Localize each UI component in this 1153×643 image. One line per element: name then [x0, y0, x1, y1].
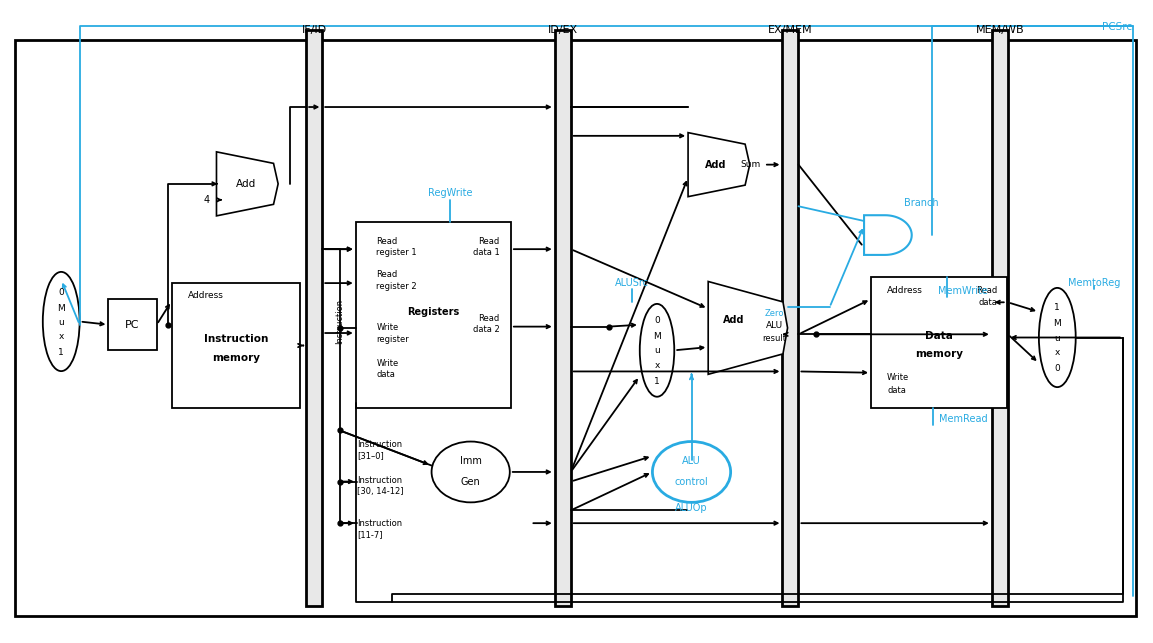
- Text: u: u: [654, 347, 660, 356]
- Text: Read: Read: [977, 286, 997, 295]
- FancyBboxPatch shape: [871, 276, 1007, 408]
- FancyBboxPatch shape: [108, 299, 157, 350]
- Text: ID/EX: ID/EX: [548, 25, 578, 35]
- Ellipse shape: [43, 272, 80, 371]
- Text: Address: Address: [188, 291, 224, 300]
- Text: register 2: register 2: [376, 282, 417, 291]
- Text: [31–0]: [31–0]: [356, 451, 384, 460]
- Text: data: data: [979, 298, 997, 307]
- Text: ALUOp: ALUOp: [676, 503, 708, 514]
- Text: memory: memory: [212, 353, 261, 363]
- Text: ALUSrc: ALUSrc: [615, 278, 649, 288]
- FancyBboxPatch shape: [992, 30, 1008, 606]
- Ellipse shape: [640, 304, 675, 397]
- Text: u: u: [59, 318, 65, 327]
- Ellipse shape: [1039, 288, 1076, 387]
- Text: Read: Read: [376, 237, 398, 246]
- Text: Instruction: Instruction: [356, 519, 402, 528]
- Text: 4: 4: [203, 195, 209, 205]
- Text: register: register: [376, 335, 409, 344]
- Text: [11-7]: [11-7]: [356, 530, 383, 539]
- Text: data 2: data 2: [473, 325, 499, 334]
- Text: x: x: [1055, 349, 1060, 358]
- Text: Address: Address: [887, 286, 922, 295]
- Text: result: result: [762, 334, 786, 343]
- Text: IF/ID: IF/ID: [302, 25, 326, 35]
- Text: Branch: Branch: [904, 198, 939, 208]
- Text: 1: 1: [59, 348, 65, 357]
- Text: Read: Read: [376, 270, 398, 279]
- Text: PCSrc: PCSrc: [1102, 22, 1132, 32]
- Text: Add: Add: [723, 315, 745, 325]
- Text: control: control: [675, 476, 708, 487]
- FancyBboxPatch shape: [15, 40, 1136, 616]
- Text: u: u: [1054, 334, 1060, 343]
- Text: Data: Data: [925, 331, 952, 341]
- Polygon shape: [708, 282, 787, 374]
- Text: Imm: Imm: [460, 456, 482, 466]
- Text: 0: 0: [1054, 365, 1060, 374]
- Text: PC: PC: [126, 320, 140, 330]
- Text: M: M: [653, 332, 661, 341]
- Ellipse shape: [431, 442, 510, 502]
- Text: MEM/WB: MEM/WB: [975, 25, 1024, 35]
- Text: Zero: Zero: [764, 309, 784, 318]
- Text: Add: Add: [704, 159, 726, 170]
- Text: ALU: ALU: [683, 456, 701, 466]
- Text: MemWrite: MemWrite: [939, 285, 988, 296]
- FancyBboxPatch shape: [555, 30, 571, 606]
- Text: x: x: [655, 361, 660, 370]
- Text: Write: Write: [887, 373, 910, 382]
- Text: register 1: register 1: [376, 248, 417, 257]
- Polygon shape: [864, 215, 912, 255]
- Text: 1: 1: [1054, 303, 1060, 312]
- Text: MemtoReg: MemtoReg: [1068, 278, 1121, 288]
- Text: Registers: Registers: [407, 307, 459, 317]
- Text: 0: 0: [654, 316, 660, 325]
- FancyBboxPatch shape: [783, 30, 799, 606]
- Text: 1: 1: [654, 377, 660, 386]
- Text: Instruction: Instruction: [204, 334, 269, 344]
- Text: Gen: Gen: [461, 476, 481, 487]
- Text: memory: memory: [914, 349, 963, 359]
- Text: Instruction: Instruction: [356, 476, 402, 485]
- FancyBboxPatch shape: [172, 283, 301, 408]
- Text: data 1: data 1: [473, 248, 499, 257]
- Polygon shape: [688, 132, 749, 197]
- Text: Add: Add: [236, 179, 256, 189]
- Text: MemRead: MemRead: [939, 414, 987, 424]
- Text: EX/MEM: EX/MEM: [768, 25, 813, 35]
- Text: ALU: ALU: [766, 321, 783, 330]
- Text: Read: Read: [478, 237, 499, 246]
- Text: Instruction: Instruction: [336, 299, 344, 344]
- Text: 0: 0: [59, 288, 65, 297]
- Ellipse shape: [653, 442, 731, 502]
- FancyBboxPatch shape: [307, 30, 323, 606]
- Text: Write: Write: [376, 359, 399, 368]
- Text: data: data: [887, 386, 906, 395]
- Text: M: M: [1054, 319, 1061, 328]
- Text: [30, 14-12]: [30, 14-12]: [356, 487, 404, 496]
- Text: Read: Read: [478, 314, 499, 323]
- FancyBboxPatch shape: [355, 222, 511, 408]
- Text: Instruction: Instruction: [356, 440, 402, 449]
- Text: x: x: [59, 332, 63, 341]
- Text: Write: Write: [376, 323, 399, 332]
- Text: M: M: [58, 304, 65, 313]
- Polygon shape: [217, 152, 278, 216]
- Text: Sum: Sum: [740, 160, 760, 169]
- Text: RegWrite: RegWrite: [428, 188, 473, 199]
- Text: data: data: [376, 370, 395, 379]
